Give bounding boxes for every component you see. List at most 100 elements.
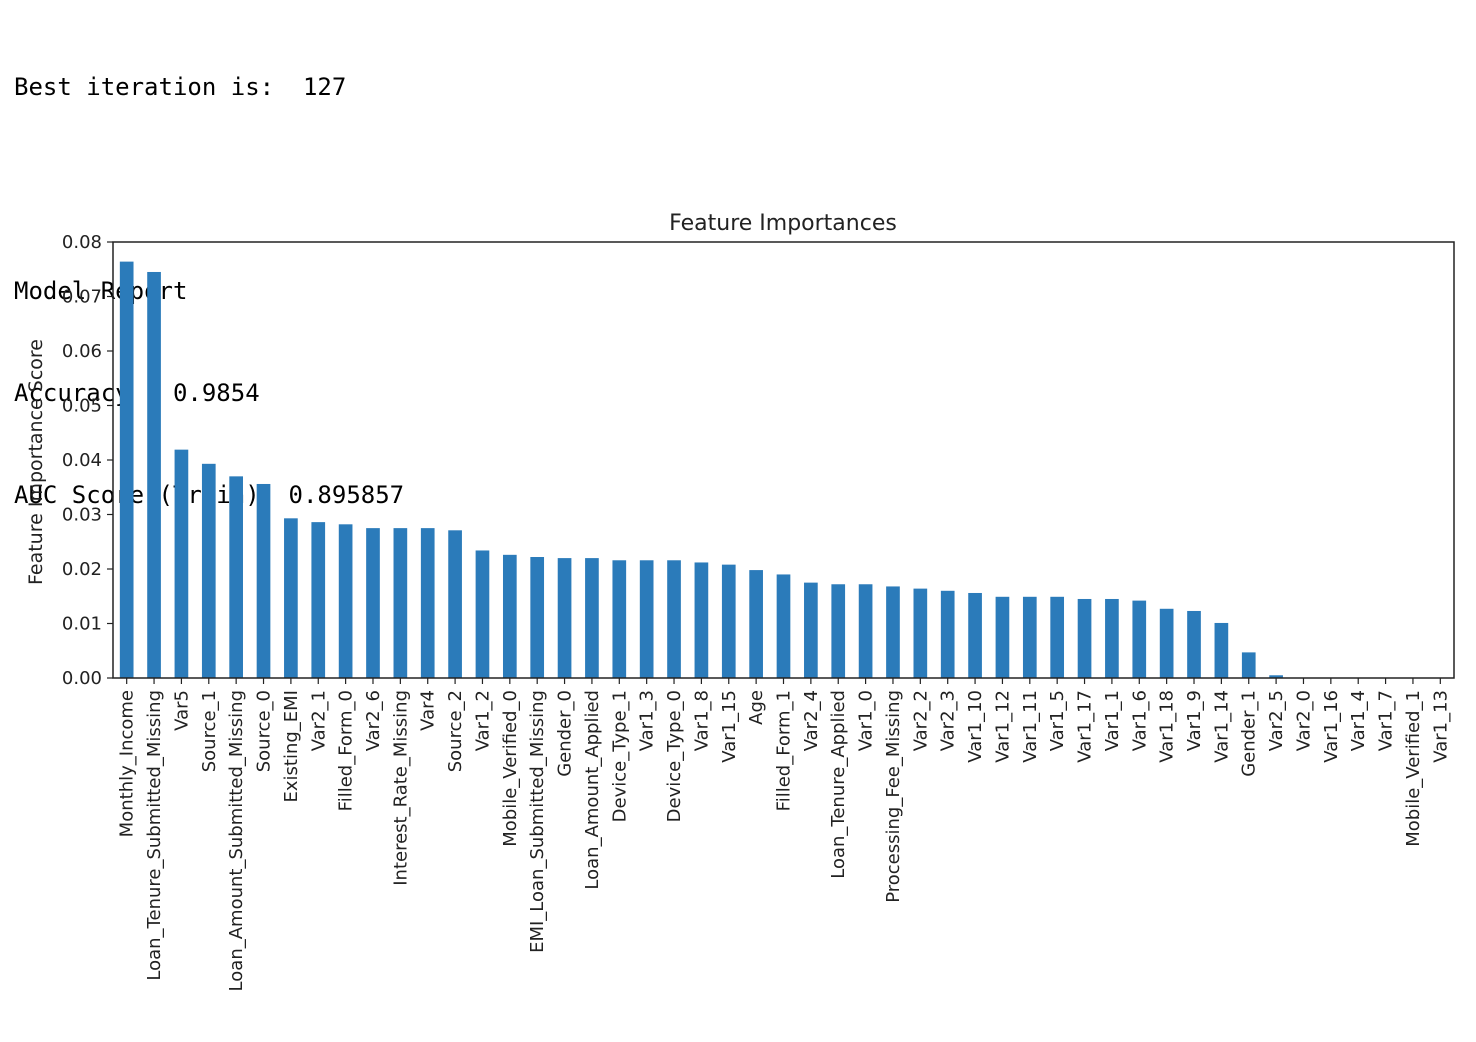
x-tick-label: Var1_11 (1020, 690, 1041, 763)
bar-var1-12 (995, 596, 1010, 678)
bar-var2-2 (913, 588, 928, 678)
bar-loan-tenure-submitted-missing (147, 271, 161, 678)
bar-var1-15 (721, 564, 736, 678)
x-tick-label: Var2_2 (910, 690, 931, 751)
bar-device-type-1 (612, 560, 627, 678)
x-tick-label: Var1_16 (1321, 690, 1342, 763)
x-tick-label: Source_2 (445, 690, 466, 772)
bar-var1-3 (639, 560, 654, 678)
x-tick-label: Var1_12 (992, 690, 1013, 763)
y-tick-label: 0.08 (62, 232, 102, 253)
bar-var2-4 (804, 582, 818, 678)
x-tick-label: Var1_5 (1047, 690, 1068, 751)
y-tick-label: 0.04 (62, 450, 102, 471)
y-tick-label: 0.06 (62, 341, 102, 362)
y-tick-label: 0.05 (62, 396, 102, 417)
bar-emi-loan-submitted-missing (530, 557, 545, 678)
bar-source-0 (256, 483, 271, 678)
x-tick-label: Mobile_Verified_0 (500, 690, 521, 847)
x-tick-label: Loan_Tenure_Applied (828, 690, 849, 879)
x-tick-label: Var1_4 (1348, 690, 1369, 751)
bar-var2-3 (940, 590, 955, 678)
x-tick-label: Var1_9 (1184, 690, 1205, 751)
bar-var1-0 (858, 584, 873, 678)
bar-existing-emi (284, 518, 298, 678)
bar-var1-11 (1022, 596, 1037, 678)
bar-var1-17 (1077, 598, 1092, 678)
x-tick-label: Source_0 (254, 690, 275, 772)
bar-source-1 (201, 463, 216, 678)
x-tick-label: Loan_Amount_Applied (582, 690, 603, 890)
x-tick-label: Device_Type_1 (609, 690, 630, 822)
best-iteration-text: Best iteration is: 127 (14, 73, 347, 101)
x-tick-label: Var2_0 (1293, 690, 1314, 751)
bar-var1-1 (1105, 598, 1119, 678)
x-tick-label: Var1_10 (965, 690, 986, 763)
bar-var2-1 (311, 522, 326, 678)
x-tick-label: Var1_1 (1102, 690, 1123, 751)
x-tick-label: Gender_1 (1239, 690, 1260, 777)
x-tick-label: Var1_13 (1430, 690, 1451, 763)
plot-frame (112, 241, 1455, 679)
x-tick-label: Var2_1 (308, 690, 329, 751)
x-tick-label: Var2_6 (363, 690, 384, 751)
x-tick-label: Var1_8 (691, 690, 712, 751)
x-tick-label: Var1_14 (1211, 690, 1232, 763)
model-report-title: Model Report (14, 277, 188, 305)
x-tick-label: Filled_Form_0 (336, 690, 357, 811)
bar-gender-1 (1241, 652, 1256, 678)
x-tick-label: Interest_Rate_Missing (390, 690, 411, 886)
x-tick-label: Loan_Tenure_Submitted_Missing (144, 690, 165, 981)
x-tick-label: EMI_Loan_Submitted_Missing (527, 690, 548, 953)
console-output: Best iteration is: 127 Model Report Accu… (14, 2, 404, 546)
x-tick-label: Var1_15 (719, 690, 740, 763)
x-tick-label: Monthly_Income (117, 690, 138, 837)
bar-var1-10 (968, 592, 982, 678)
bar-var4 (420, 528, 435, 678)
x-tick-label: Var1_17 (1075, 690, 1096, 763)
bar-mobile-verified-0 (502, 554, 517, 678)
x-tick-label: Var4 (418, 690, 439, 731)
bar-source-2 (448, 530, 462, 678)
y-tick-label: 0.03 (62, 505, 102, 526)
x-tick-label: Existing_EMI (281, 690, 302, 803)
x-tick-label: Gender_0 (555, 690, 576, 777)
x-tick-label: Var2_4 (801, 690, 822, 751)
bar-filled-form-1 (776, 574, 791, 678)
x-axis: Monthly_Income Loan_Tenure_Submitted_Miss… (117, 678, 1451, 991)
bar-processing-fee-missing (886, 586, 900, 678)
y-tick-label: 0.00 (62, 668, 102, 689)
bar-filled-form-0 (338, 524, 353, 678)
x-tick-label: Var2_3 (938, 690, 959, 751)
bar-var2-5 (1269, 675, 1283, 678)
bar-interest-rate-missing (393, 528, 408, 678)
x-tick-label: Var1_18 (1157, 690, 1178, 763)
x-tick-label: Var1_0 (856, 690, 877, 751)
x-tick-label: Source_1 (199, 690, 220, 772)
bar-var1-8 (694, 562, 709, 678)
x-tick-label: Var1_7 (1376, 690, 1397, 751)
bar-loan-tenure-applied (831, 584, 846, 678)
bar-var1-6 (1132, 600, 1147, 678)
bar-var5 (174, 449, 189, 678)
x-tick-label: Var5 (171, 690, 192, 731)
x-tick-label: Processing_Fee_Missing (883, 690, 904, 903)
y-tick-label: 0.07 (62, 287, 102, 308)
bar-var1-18 (1159, 608, 1174, 678)
bar-monthly-income (119, 261, 134, 678)
y-tick-label: 0.01 (62, 614, 102, 635)
y-axis-label: Feature Importance Score (25, 339, 47, 585)
bar-var1-5 (1050, 596, 1065, 678)
x-tick-label: Loan_Amount_Submitted_Missing (226, 690, 247, 991)
x-tick-label: Device_Type_0 (664, 690, 685, 822)
y-tick-label: 0.02 (62, 559, 102, 580)
x-tick-label: Mobile_Verified_1 (1403, 690, 1424, 847)
chart-title: Feature Importances (669, 211, 897, 236)
x-tick-label: Var1_2 (472, 690, 493, 751)
y-axis: 0.00 0.01 0.02 0.03 0.04 0.05 0.06 0.07 0.08 (62, 232, 113, 689)
x-tick-label: Filled_Form_1 (774, 690, 795, 811)
bar-gender-0 (557, 558, 572, 678)
bar-var1-14 (1214, 622, 1229, 678)
bar-age (749, 570, 763, 678)
